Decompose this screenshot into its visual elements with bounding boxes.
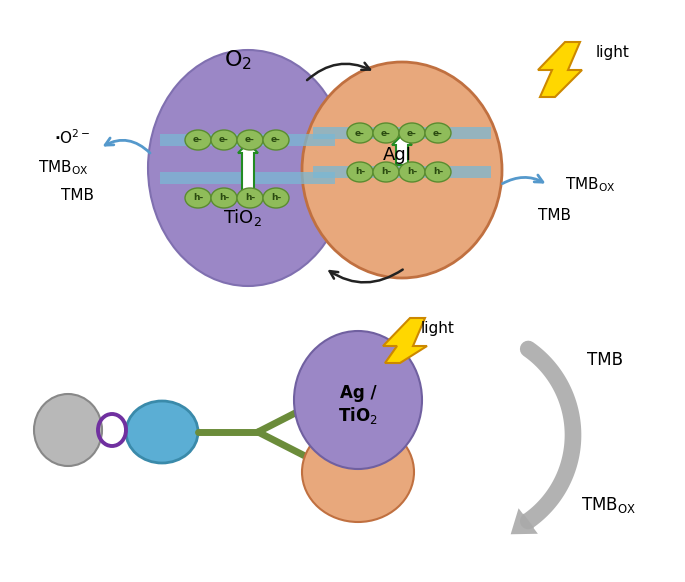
Ellipse shape xyxy=(302,62,502,278)
FancyArrow shape xyxy=(238,143,258,193)
Text: h-: h- xyxy=(407,168,417,176)
Polygon shape xyxy=(383,318,427,363)
Ellipse shape xyxy=(373,123,399,143)
FancyArrow shape xyxy=(511,508,538,534)
Ellipse shape xyxy=(126,401,198,463)
Ellipse shape xyxy=(425,123,451,143)
FancyArrowPatch shape xyxy=(307,63,370,80)
Text: $\mathbf{\cdot}$O$^{2-}$: $\mathbf{\cdot}$O$^{2-}$ xyxy=(53,129,90,147)
Text: h-: h- xyxy=(193,193,203,203)
Ellipse shape xyxy=(34,394,102,466)
Ellipse shape xyxy=(263,188,289,208)
FancyArrow shape xyxy=(392,135,412,165)
FancyArrowPatch shape xyxy=(105,138,150,153)
Ellipse shape xyxy=(237,130,263,150)
Text: TiO$_2$: TiO$_2$ xyxy=(223,208,262,229)
Text: TMB: TMB xyxy=(62,187,95,203)
Ellipse shape xyxy=(211,130,237,150)
Text: TMB$_{\mathregular{OX}}$: TMB$_{\mathregular{OX}}$ xyxy=(564,176,615,194)
Ellipse shape xyxy=(425,162,451,182)
Ellipse shape xyxy=(211,188,237,208)
Ellipse shape xyxy=(263,130,289,150)
Text: h-: h- xyxy=(219,193,229,203)
Text: TMB: TMB xyxy=(538,208,571,222)
Text: TMB: TMB xyxy=(587,351,623,369)
Bar xyxy=(313,166,491,178)
Ellipse shape xyxy=(185,188,211,208)
Text: e-: e- xyxy=(407,129,417,137)
Text: e-: e- xyxy=(245,136,255,144)
Ellipse shape xyxy=(399,162,425,182)
Text: e-: e- xyxy=(381,129,391,137)
Text: e-: e- xyxy=(355,129,365,137)
Text: O$_2$: O$_2$ xyxy=(224,48,252,72)
Text: e-: e- xyxy=(193,136,203,144)
Text: e-: e- xyxy=(271,136,281,144)
Text: AgI: AgI xyxy=(382,146,412,164)
Text: light: light xyxy=(421,321,455,335)
Ellipse shape xyxy=(294,331,422,469)
Text: h-: h- xyxy=(433,168,443,176)
Ellipse shape xyxy=(302,422,414,522)
Text: Ag /
TiO$_2$: Ag / TiO$_2$ xyxy=(338,384,378,426)
Text: h-: h- xyxy=(355,168,365,176)
Ellipse shape xyxy=(347,162,373,182)
Text: TMB$_{\mathregular{OX}}$: TMB$_{\mathregular{OX}}$ xyxy=(38,159,88,178)
Ellipse shape xyxy=(237,188,263,208)
Polygon shape xyxy=(538,42,582,97)
Bar xyxy=(160,134,336,146)
Text: TMB$_{\mathregular{OX}}$: TMB$_{\mathregular{OX}}$ xyxy=(581,495,636,515)
Text: e-: e- xyxy=(219,136,229,144)
Ellipse shape xyxy=(185,130,211,150)
Bar xyxy=(160,172,336,184)
Text: h-: h- xyxy=(245,193,255,203)
Ellipse shape xyxy=(148,50,348,286)
Ellipse shape xyxy=(347,123,373,143)
Text: e-: e- xyxy=(433,129,443,137)
Text: light: light xyxy=(596,44,630,59)
FancyArrowPatch shape xyxy=(329,269,403,282)
Text: h-: h- xyxy=(381,168,391,176)
Ellipse shape xyxy=(373,162,399,182)
FancyArrowPatch shape xyxy=(502,175,543,184)
Bar xyxy=(313,127,491,139)
Ellipse shape xyxy=(399,123,425,143)
Text: h-: h- xyxy=(271,193,281,203)
